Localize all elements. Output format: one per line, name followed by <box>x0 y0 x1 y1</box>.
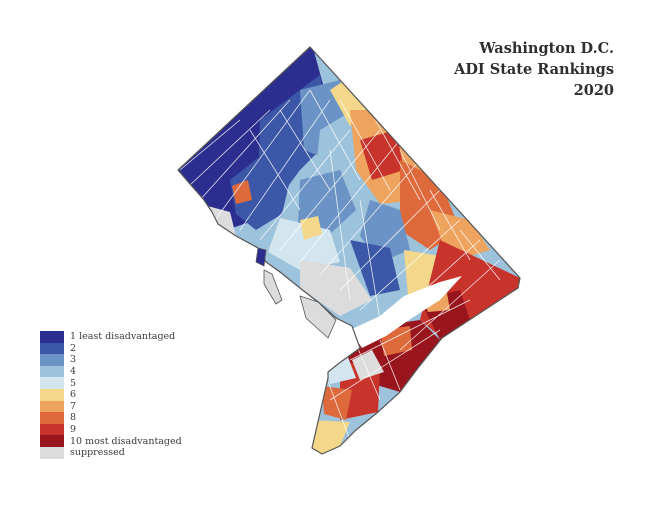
tract-boundaries <box>179 89 501 441</box>
tract-region-s-8 <box>322 386 352 420</box>
tract-region-c-2 <box>350 240 400 296</box>
tract-region-c-5 <box>268 218 340 270</box>
legend-item: 10 most disadvantaged <box>40 435 182 447</box>
dc-boundary <box>177 46 521 455</box>
tract-region-mall-suppressed <box>300 260 372 316</box>
legend-item: 9 <box>40 423 182 436</box>
legend-swatch <box>40 365 64 378</box>
tract-region-ne-9 <box>360 130 404 180</box>
legend-item: 4 <box>40 365 182 378</box>
tract-region-s-suppressed <box>352 350 384 380</box>
legend-swatch <box>40 331 64 343</box>
legend-swatch <box>40 423 64 436</box>
legend-item: 1 least disadvantaged <box>40 331 182 343</box>
island-roosevelt <box>263 269 283 305</box>
tract-fills <box>178 47 520 454</box>
legend-label: 10 most disadvantaged <box>70 435 182 447</box>
legend-swatch <box>40 342 64 355</box>
anacostia-river <box>350 276 462 348</box>
legend-item: 8 <box>40 412 182 424</box>
legend-label: 7 <box>70 400 77 412</box>
legend-item: suppressed <box>40 446 182 459</box>
title-line-3: 2020 <box>573 82 614 99</box>
tract-region-w-8 <box>232 180 252 204</box>
legend-label: suppressed <box>70 447 125 459</box>
legend-swatch <box>40 354 64 366</box>
legend: 1 least disadvantaged 2 3 4 5 6 7 8 9 10 most dis… <box>40 331 182 459</box>
legend-swatch <box>40 435 64 447</box>
legend-label: 2 <box>70 342 77 354</box>
tract-region-s-5 <box>326 352 356 384</box>
legend-swatch <box>40 446 64 459</box>
legend-label: 8 <box>70 412 77 424</box>
title-line-1: Washington D.C. <box>479 40 614 57</box>
island-east-potomac <box>299 295 337 339</box>
legend-item: 6 <box>40 388 182 401</box>
legend-item: 7 <box>40 400 182 413</box>
legend-label: 3 <box>70 354 77 366</box>
legend-label: 5 <box>70 377 77 389</box>
legend-item: 5 <box>40 377 182 389</box>
legend-swatch <box>40 412 64 424</box>
legend-label: 4 <box>70 366 77 378</box>
title-line-2: ADI State Rankings <box>454 61 614 78</box>
tract-region-c-6b <box>300 216 322 240</box>
legend-item: 3 <box>40 354 182 366</box>
legend-swatch <box>40 388 64 401</box>
legend-swatch <box>40 377 64 389</box>
legend-label: 6 <box>70 389 77 401</box>
legend-swatch <box>40 400 64 413</box>
legend-label: 1 least disadvantaged <box>70 331 176 343</box>
legend-item: 2 <box>40 342 182 355</box>
tract-region-nw-1 <box>178 47 330 232</box>
legend-label: 9 <box>70 424 77 436</box>
map-title: Washington D.C. ADI State Rankings 2020 <box>454 38 614 101</box>
island-north <box>255 247 267 267</box>
